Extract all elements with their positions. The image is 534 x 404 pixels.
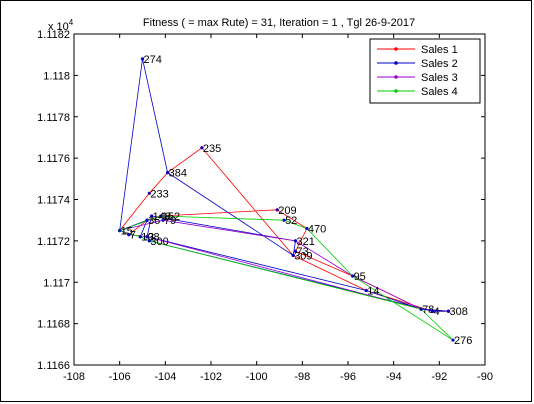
x-tick-label: -108 <box>63 371 85 383</box>
legend-label-2: Sales 2 <box>421 58 458 70</box>
node-marker <box>161 218 165 222</box>
x-tick-label: -102 <box>200 371 222 383</box>
y-axis: 1.1166 1.1168 1.117 1.1172 1.1174 1.1176 1.117… <box>37 29 485 372</box>
node-marker <box>166 171 170 175</box>
y-multiplier-label: x 104 <box>48 18 74 33</box>
node-marker <box>145 218 149 222</box>
y-tick-label: 1.1176 <box>37 153 70 165</box>
node-marker <box>150 214 154 218</box>
node-label: 235 <box>203 143 221 155</box>
node-label: 14 <box>367 286 379 298</box>
node-label: 276 <box>454 335 472 347</box>
x-tick-label: -92 <box>431 371 447 383</box>
node-marker <box>138 235 142 239</box>
node-marker <box>446 309 450 313</box>
x-tick-label: -100 <box>246 371 268 383</box>
x-axis: -108 -106 -104 -102 -100 -98 -96 -94 -92 -90 <box>63 34 493 383</box>
x-tick-label: -94 <box>386 371 402 383</box>
y-tick-label: 1.1172 <box>37 236 70 248</box>
y-multiplier-base: x 10 <box>48 21 69 33</box>
x-tick-label: -98 <box>294 371 310 383</box>
node-label: 79 <box>164 215 176 227</box>
node-marker <box>305 226 309 230</box>
node-marker <box>200 146 204 150</box>
y-tick-label: 1.118 <box>43 70 70 82</box>
node-marker <box>159 214 163 218</box>
node-marker <box>147 239 151 243</box>
x-tick-label: -90 <box>477 371 493 383</box>
node-label: 309 <box>294 250 312 262</box>
node-marker <box>451 338 455 342</box>
node-label: 384 <box>169 168 187 180</box>
legend-label-3: Sales 3 <box>421 72 458 84</box>
node-marker <box>145 235 149 239</box>
node-marker <box>275 208 279 212</box>
legend-marker-4 <box>394 89 398 93</box>
series-line-3 <box>119 219 422 310</box>
legend-marker-1 <box>394 47 398 51</box>
y-tick-label: 1.1178 <box>37 112 70 124</box>
node-label: 3 <box>148 232 154 244</box>
node-label: 95 <box>354 271 366 283</box>
node-marker <box>419 307 423 311</box>
node-label: 152 <box>162 211 180 223</box>
series-line-4 <box>119 215 454 341</box>
legend-marker-3 <box>394 75 398 79</box>
y-tick-label: 1.1182 <box>37 29 70 41</box>
node-label: 108 <box>141 232 159 244</box>
node-label: 209 <box>278 205 296 217</box>
y-tick-label: 1.1174 <box>37 195 70 207</box>
node-label: 4 <box>433 306 439 318</box>
node-label: 300 <box>150 236 168 248</box>
x-tick-label: -106 <box>109 371 131 383</box>
legend-box <box>369 38 481 104</box>
x-tick-label: -96 <box>340 371 356 383</box>
chart-title: Fitness ( = max Rute) = 31, Iteration = … <box>143 17 415 29</box>
node-label: 7 <box>130 230 136 242</box>
legend-marker-2 <box>394 61 398 65</box>
node-marker <box>430 309 434 313</box>
node-label: 148 <box>153 211 171 223</box>
node-label: 274 <box>144 54 162 66</box>
node-label: 73 <box>296 246 308 258</box>
node-marker <box>282 218 286 222</box>
node-marker <box>127 233 131 237</box>
node-marker <box>291 253 295 257</box>
y-tick-label: 1.1168 <box>37 319 70 331</box>
node-marker <box>293 249 297 253</box>
node-marker <box>293 239 297 243</box>
node-marker <box>118 229 122 233</box>
node-label: 470 <box>308 223 326 235</box>
node-label: 36 <box>148 215 160 227</box>
node-label: 52 <box>285 215 297 227</box>
x-tick-label: -104 <box>154 371 176 383</box>
legend-label-4: Sales 4 <box>421 86 458 98</box>
y-tick-label: 1.117 <box>43 277 70 289</box>
node-label: 233 <box>150 188 168 200</box>
legend-label-1: Sales 1 <box>421 44 458 56</box>
node-label: 308 <box>449 306 467 318</box>
node-marker <box>141 57 144 61</box>
y-multiplier-exponent: 4 <box>69 18 74 27</box>
node-marker <box>147 191 151 195</box>
node-label: 321 <box>296 236 314 248</box>
node-marker <box>351 274 355 278</box>
legend: Sales 1 Sales 2 Sales 3 Sales 4 <box>369 38 481 104</box>
y-tick-label: 1.1166 <box>37 360 70 372</box>
node-marker <box>364 289 368 293</box>
node-label: 78 <box>422 304 434 316</box>
